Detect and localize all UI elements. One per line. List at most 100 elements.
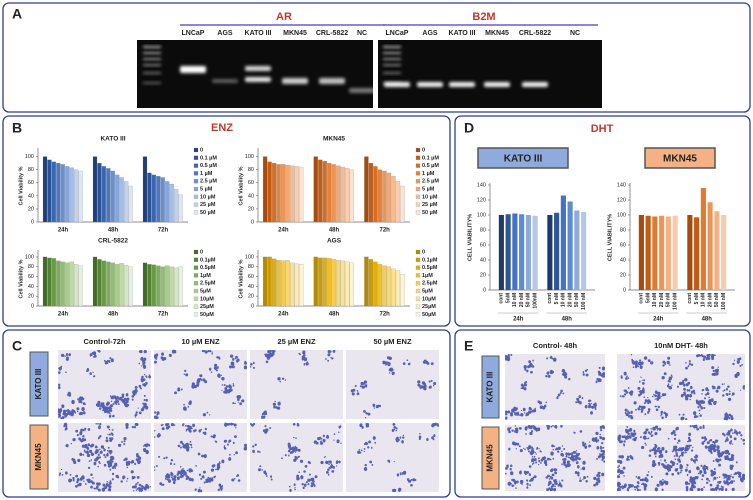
x-tick-label: 10 nM xyxy=(561,293,567,307)
x-tick-label: 48h xyxy=(329,312,340,318)
bar xyxy=(47,257,52,307)
x-tick-label: 5nM xyxy=(505,293,511,303)
bar xyxy=(519,214,525,290)
row-label-box xyxy=(481,355,500,419)
x-tick-label: 50 nM xyxy=(714,293,720,307)
bar xyxy=(340,166,345,223)
bar xyxy=(395,181,401,223)
gel-image xyxy=(137,40,373,108)
legend-swatch xyxy=(193,257,199,262)
x-tick-label: 72h xyxy=(379,228,390,234)
x-tick-label: 20 nM xyxy=(567,293,573,307)
legend-label: 0.5µM xyxy=(200,265,216,271)
legend-swatch xyxy=(193,249,199,255)
legend-swatch xyxy=(415,171,421,176)
bar xyxy=(267,161,272,223)
bar xyxy=(174,189,179,223)
y-axis-label: Cell Viability % xyxy=(18,166,24,205)
ladder-band xyxy=(383,52,401,54)
bar xyxy=(69,261,74,307)
legend-swatch xyxy=(193,179,199,184)
legend-swatch xyxy=(193,194,199,199)
bar xyxy=(92,256,98,307)
bar xyxy=(165,265,170,307)
y-tick-label: 120 xyxy=(617,197,626,203)
gel-title: B2M xyxy=(472,11,495,23)
bar xyxy=(345,168,350,223)
x-tick-label: cont xyxy=(547,293,553,304)
legend-swatch xyxy=(415,179,421,184)
y-tick-label: 60 xyxy=(620,242,626,248)
x-tick-label: cont xyxy=(639,293,645,304)
bar xyxy=(318,257,323,307)
chart-title-box xyxy=(477,147,569,169)
bar xyxy=(373,261,378,307)
bar xyxy=(110,170,115,223)
bar xyxy=(659,215,665,290)
stained-cells xyxy=(154,422,247,493)
bar xyxy=(156,176,161,223)
bar xyxy=(327,162,332,223)
micrograph xyxy=(250,350,343,419)
x-tick-label: 20 nM xyxy=(707,293,713,307)
legend-swatch xyxy=(415,249,421,255)
ladder-band xyxy=(383,58,401,60)
legend-label: 5µM xyxy=(422,288,433,294)
bar xyxy=(115,264,120,307)
column-label: Control-72h xyxy=(83,337,126,346)
bar xyxy=(554,212,560,290)
micrograph xyxy=(617,425,745,491)
bar xyxy=(331,259,336,307)
y-tick-label: 80 xyxy=(248,167,254,173)
y-tick-label: 20 xyxy=(28,206,34,212)
panel-title: DHT xyxy=(591,123,614,135)
bar xyxy=(119,263,124,307)
legend-label: 1µM xyxy=(422,273,433,279)
bar xyxy=(267,256,272,307)
x-tick-label: 72h xyxy=(158,312,169,318)
legend-swatch xyxy=(415,147,421,153)
row-label: KATO III xyxy=(486,372,495,403)
gel-band xyxy=(484,82,510,87)
bar xyxy=(581,212,587,290)
legend-label: 25 µM xyxy=(422,202,438,208)
y-tick-label: 100 xyxy=(617,212,626,218)
legend-label: 25µM xyxy=(422,304,436,310)
x-tick-label: 100nM xyxy=(532,293,538,309)
legend-label: 2.5 µM xyxy=(422,179,439,185)
ladder-band xyxy=(143,72,161,74)
bar xyxy=(97,259,102,307)
panel-title: ENZ xyxy=(211,122,233,134)
bar xyxy=(327,258,332,307)
legend-label: 25 µM xyxy=(200,202,216,208)
y-tick-label: 0 xyxy=(623,287,626,293)
bar xyxy=(101,166,106,223)
bar xyxy=(368,162,374,223)
lane-label: CRL-5822 xyxy=(316,30,348,37)
y-axis-label: Cell Viability % xyxy=(18,259,24,298)
x-tick-label: 50 nM xyxy=(526,293,532,307)
stained-cells xyxy=(619,353,746,421)
bar xyxy=(714,211,720,290)
x-tick-label: 24h xyxy=(278,228,289,234)
y-tick-label: 80 xyxy=(28,167,34,173)
bar xyxy=(336,165,341,223)
bar xyxy=(271,258,277,307)
bar xyxy=(331,164,336,223)
bar xyxy=(364,256,369,307)
y-tick-label: 20 xyxy=(248,294,254,300)
lane-label: AGS xyxy=(217,30,233,37)
ladder-band xyxy=(143,52,161,54)
bar xyxy=(60,164,65,223)
micrograph xyxy=(154,423,247,492)
legend-swatch xyxy=(193,171,199,176)
row-label: KATO III xyxy=(34,369,43,400)
legend-label: 5 µM xyxy=(422,186,435,192)
bar xyxy=(386,172,392,223)
bar xyxy=(178,266,183,307)
bar xyxy=(349,262,354,307)
lane-label: NC xyxy=(570,30,580,37)
gel-image xyxy=(378,40,602,108)
bar xyxy=(377,169,383,223)
